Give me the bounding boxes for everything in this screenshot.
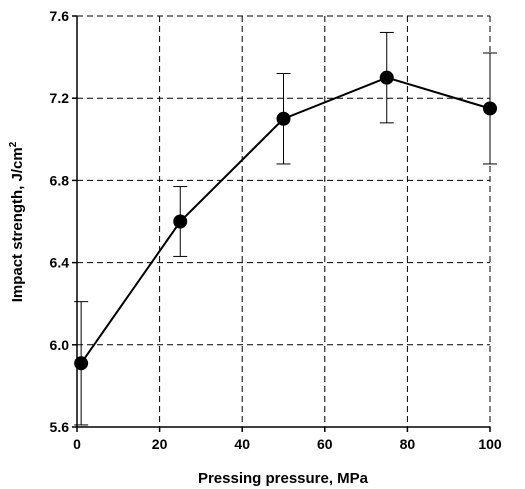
y-axis-title-superscript: 2 <box>8 141 19 147</box>
x-tick-label-0: 0 <box>73 436 81 452</box>
y-tick-label-3: 6.8 <box>50 172 70 188</box>
y-tick-label-4: 7.2 <box>50 90 70 106</box>
data-point-1 <box>173 214 188 229</box>
grid-layer <box>77 15 491 427</box>
y-tick-label-0: 5.6 <box>50 419 70 435</box>
series-layer <box>74 31 497 426</box>
y-axis-title-main: Impact strength, J/cm <box>9 147 26 302</box>
data-point-4 <box>483 101 497 116</box>
y-tick-label-1: 6.0 <box>50 337 70 353</box>
x-tick-label-3: 60 <box>317 436 333 452</box>
data-point-0 <box>74 356 89 371</box>
y-axis-title: Impact strength, J/cm2 <box>8 141 26 302</box>
x-tick-label-1: 20 <box>152 436 168 452</box>
y-tick-label-2: 6.4 <box>50 255 70 271</box>
x-tick-label-5: 100 <box>478 436 502 452</box>
ticks-layer: 0 20 40 60 80 100 5.6 6.0 6.4 6.8 7.2 7.6 <box>50 8 502 452</box>
x-tick-label-2: 40 <box>234 436 250 452</box>
x-axis-title: Pressing pressure, MPa <box>198 470 369 487</box>
data-point-2 <box>276 111 291 126</box>
y-tick-label-5: 7.6 <box>50 8 70 24</box>
data-point-3 <box>379 70 394 85</box>
x-tick-label-4: 80 <box>400 436 416 452</box>
